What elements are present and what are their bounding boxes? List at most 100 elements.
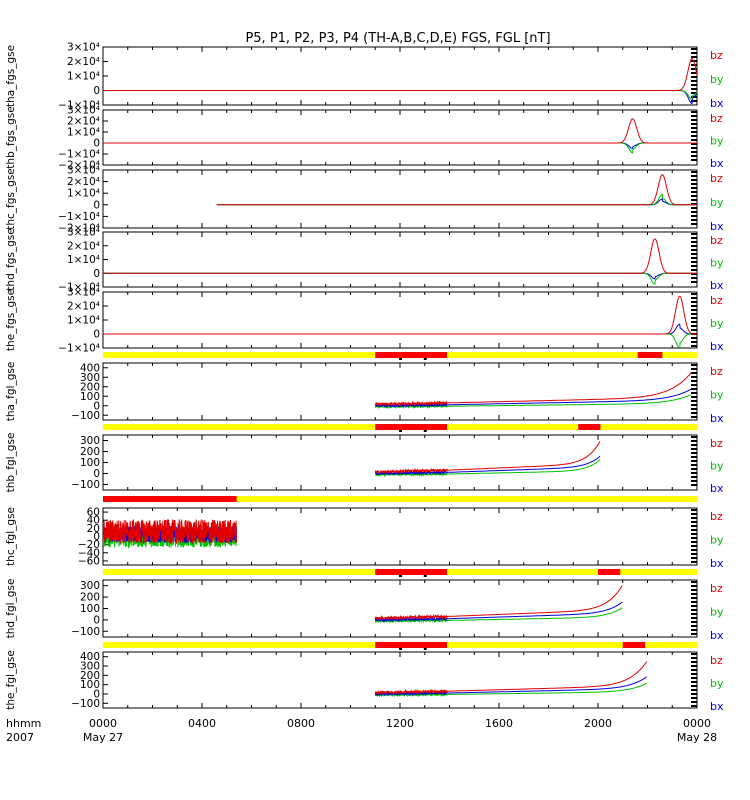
panel-frame bbox=[102, 231, 698, 288]
status-bar-red-segment bbox=[375, 569, 448, 575]
y-tick-label: 3×10⁴ bbox=[67, 287, 100, 299]
y-tick-label: 200 bbox=[80, 670, 100, 682]
series-by bbox=[216, 193, 697, 206]
y-axis-label: tha_fgl_gse bbox=[5, 362, 17, 422]
y-tick-label: −20 bbox=[78, 539, 100, 551]
x-tick-label: 0800 bbox=[287, 717, 315, 730]
y-tick-label: 400 bbox=[80, 362, 100, 374]
legend-bx: bx bbox=[710, 220, 724, 233]
legend-bx: bx bbox=[710, 412, 724, 425]
series-group bbox=[103, 238, 697, 286]
series-bz bbox=[374, 661, 648, 696]
status-bar bbox=[103, 424, 697, 432]
y-tick-label: 1×10⁴ bbox=[67, 71, 100, 83]
status-bar-red-segment bbox=[375, 424, 448, 430]
y-tick-label: 2×10⁴ bbox=[67, 116, 100, 128]
y-axis-label: thc_fgl_gse bbox=[5, 507, 17, 566]
y-tick-label: 100 bbox=[80, 391, 100, 403]
series-group bbox=[374, 661, 648, 698]
y-axis-label: the_fgs_gse bbox=[5, 289, 17, 351]
x-tick-label: 0000 bbox=[683, 717, 711, 730]
y-tick-label: 0 bbox=[93, 85, 100, 97]
time-row-label: hhmm bbox=[6, 717, 41, 730]
legend-bz: bz bbox=[710, 365, 723, 378]
status-bar-marker bbox=[399, 575, 402, 577]
y-tick-label: −1×10⁴ bbox=[58, 149, 100, 161]
x-tick-label: 2000 bbox=[584, 717, 612, 730]
series-bx bbox=[103, 142, 697, 150]
y-tick-label: −2×10⁴ bbox=[58, 223, 100, 235]
y-tick-label: −1×10⁴ bbox=[58, 343, 100, 355]
status-bar-marker bbox=[423, 575, 427, 577]
chart-title: P5, P1, P2, P3, P4 (TH-A,B,C,D,E) FGS, F… bbox=[245, 31, 550, 46]
panel-the_fgs_gse: 3×10⁴ 2×10⁴ 1×10⁴ 0 −1×10⁴ the_fgs_gse bz by bx bbox=[5, 287, 724, 355]
legend-by: by bbox=[710, 389, 724, 402]
y-tick-label: −2×10⁴ bbox=[58, 160, 100, 172]
status-bar-marker bbox=[423, 430, 427, 432]
status-bar-marker bbox=[399, 648, 402, 650]
y-tick-label: −1×10⁴ bbox=[58, 211, 100, 223]
y-tick-label: 3×10⁴ bbox=[67, 105, 100, 117]
series-by bbox=[103, 90, 697, 100]
legend-by: by bbox=[710, 606, 724, 619]
legend-bz: bz bbox=[710, 172, 723, 185]
legend-bx: bx bbox=[710, 340, 724, 353]
y-tick-label: 0 bbox=[93, 329, 100, 341]
y-tick-label: −100 bbox=[71, 698, 100, 710]
legend-bz: bz bbox=[710, 112, 723, 125]
y-tick-label: 1×10⁴ bbox=[67, 127, 100, 139]
y-tick-label: 100 bbox=[80, 603, 100, 615]
series-bx bbox=[103, 272, 697, 280]
y-tick-label: 60 bbox=[87, 507, 100, 519]
x-tick-date: May 28 bbox=[677, 731, 717, 744]
y-tick-label: 0 bbox=[93, 199, 100, 211]
y-tick-label: 0 bbox=[93, 689, 100, 701]
y-tick-label: −100 bbox=[71, 626, 100, 638]
y-tick-label: 1×10⁴ bbox=[67, 315, 100, 327]
status-bar-red-segment bbox=[375, 642, 448, 648]
y-tick-label: 400 bbox=[80, 651, 100, 663]
y-tick-label: 200 bbox=[80, 381, 100, 393]
status-bar-marker bbox=[423, 358, 427, 360]
panel-frame bbox=[102, 579, 698, 638]
y-tick-label: 100 bbox=[80, 457, 100, 469]
y-tick-label: 300 bbox=[80, 435, 100, 447]
y-tick-label: 100 bbox=[80, 679, 100, 691]
legend-bz: bz bbox=[710, 582, 723, 595]
y-tick-label: 0 bbox=[93, 468, 100, 480]
legend-bx: bx bbox=[710, 97, 724, 110]
series-group bbox=[103, 58, 697, 105]
legend-bx: bx bbox=[710, 482, 724, 495]
legend-by: by bbox=[710, 317, 724, 330]
series-bx bbox=[216, 198, 697, 206]
y-tick-label: −100 bbox=[71, 410, 100, 422]
y-axis-label: thd_fgl_gse bbox=[5, 579, 17, 639]
x-tick-label: 1600 bbox=[485, 717, 513, 730]
y-tick-label: 3×10⁴ bbox=[67, 227, 100, 239]
status-bar-red-segment bbox=[578, 424, 601, 430]
series-bz bbox=[216, 173, 697, 206]
y-tick-label: 0 bbox=[93, 138, 100, 150]
y-axis-label: thc_fgs_gse bbox=[5, 168, 17, 229]
status-bar-marker bbox=[399, 430, 402, 432]
series-bz bbox=[103, 519, 237, 545]
status-bar-marker bbox=[399, 358, 402, 360]
y-tick-label: 2×10⁴ bbox=[67, 301, 100, 313]
status-bar-red-segment bbox=[622, 642, 646, 648]
series-by bbox=[375, 459, 601, 478]
y-tick-label: −60 bbox=[78, 555, 100, 567]
legend-bx: bx bbox=[710, 157, 724, 170]
y-tick-label: 300 bbox=[80, 372, 100, 384]
year-label: 2007 bbox=[6, 731, 34, 744]
status-bar-red-segment bbox=[103, 496, 237, 502]
series-by bbox=[103, 142, 697, 154]
status-bar-red-segment bbox=[375, 352, 448, 358]
series-bz bbox=[374, 585, 623, 621]
y-axis-label: thb_fgl_gse bbox=[5, 433, 17, 493]
legend-by: by bbox=[710, 135, 724, 148]
legend-bx: bx bbox=[710, 629, 724, 642]
legend-by: by bbox=[710, 196, 724, 209]
